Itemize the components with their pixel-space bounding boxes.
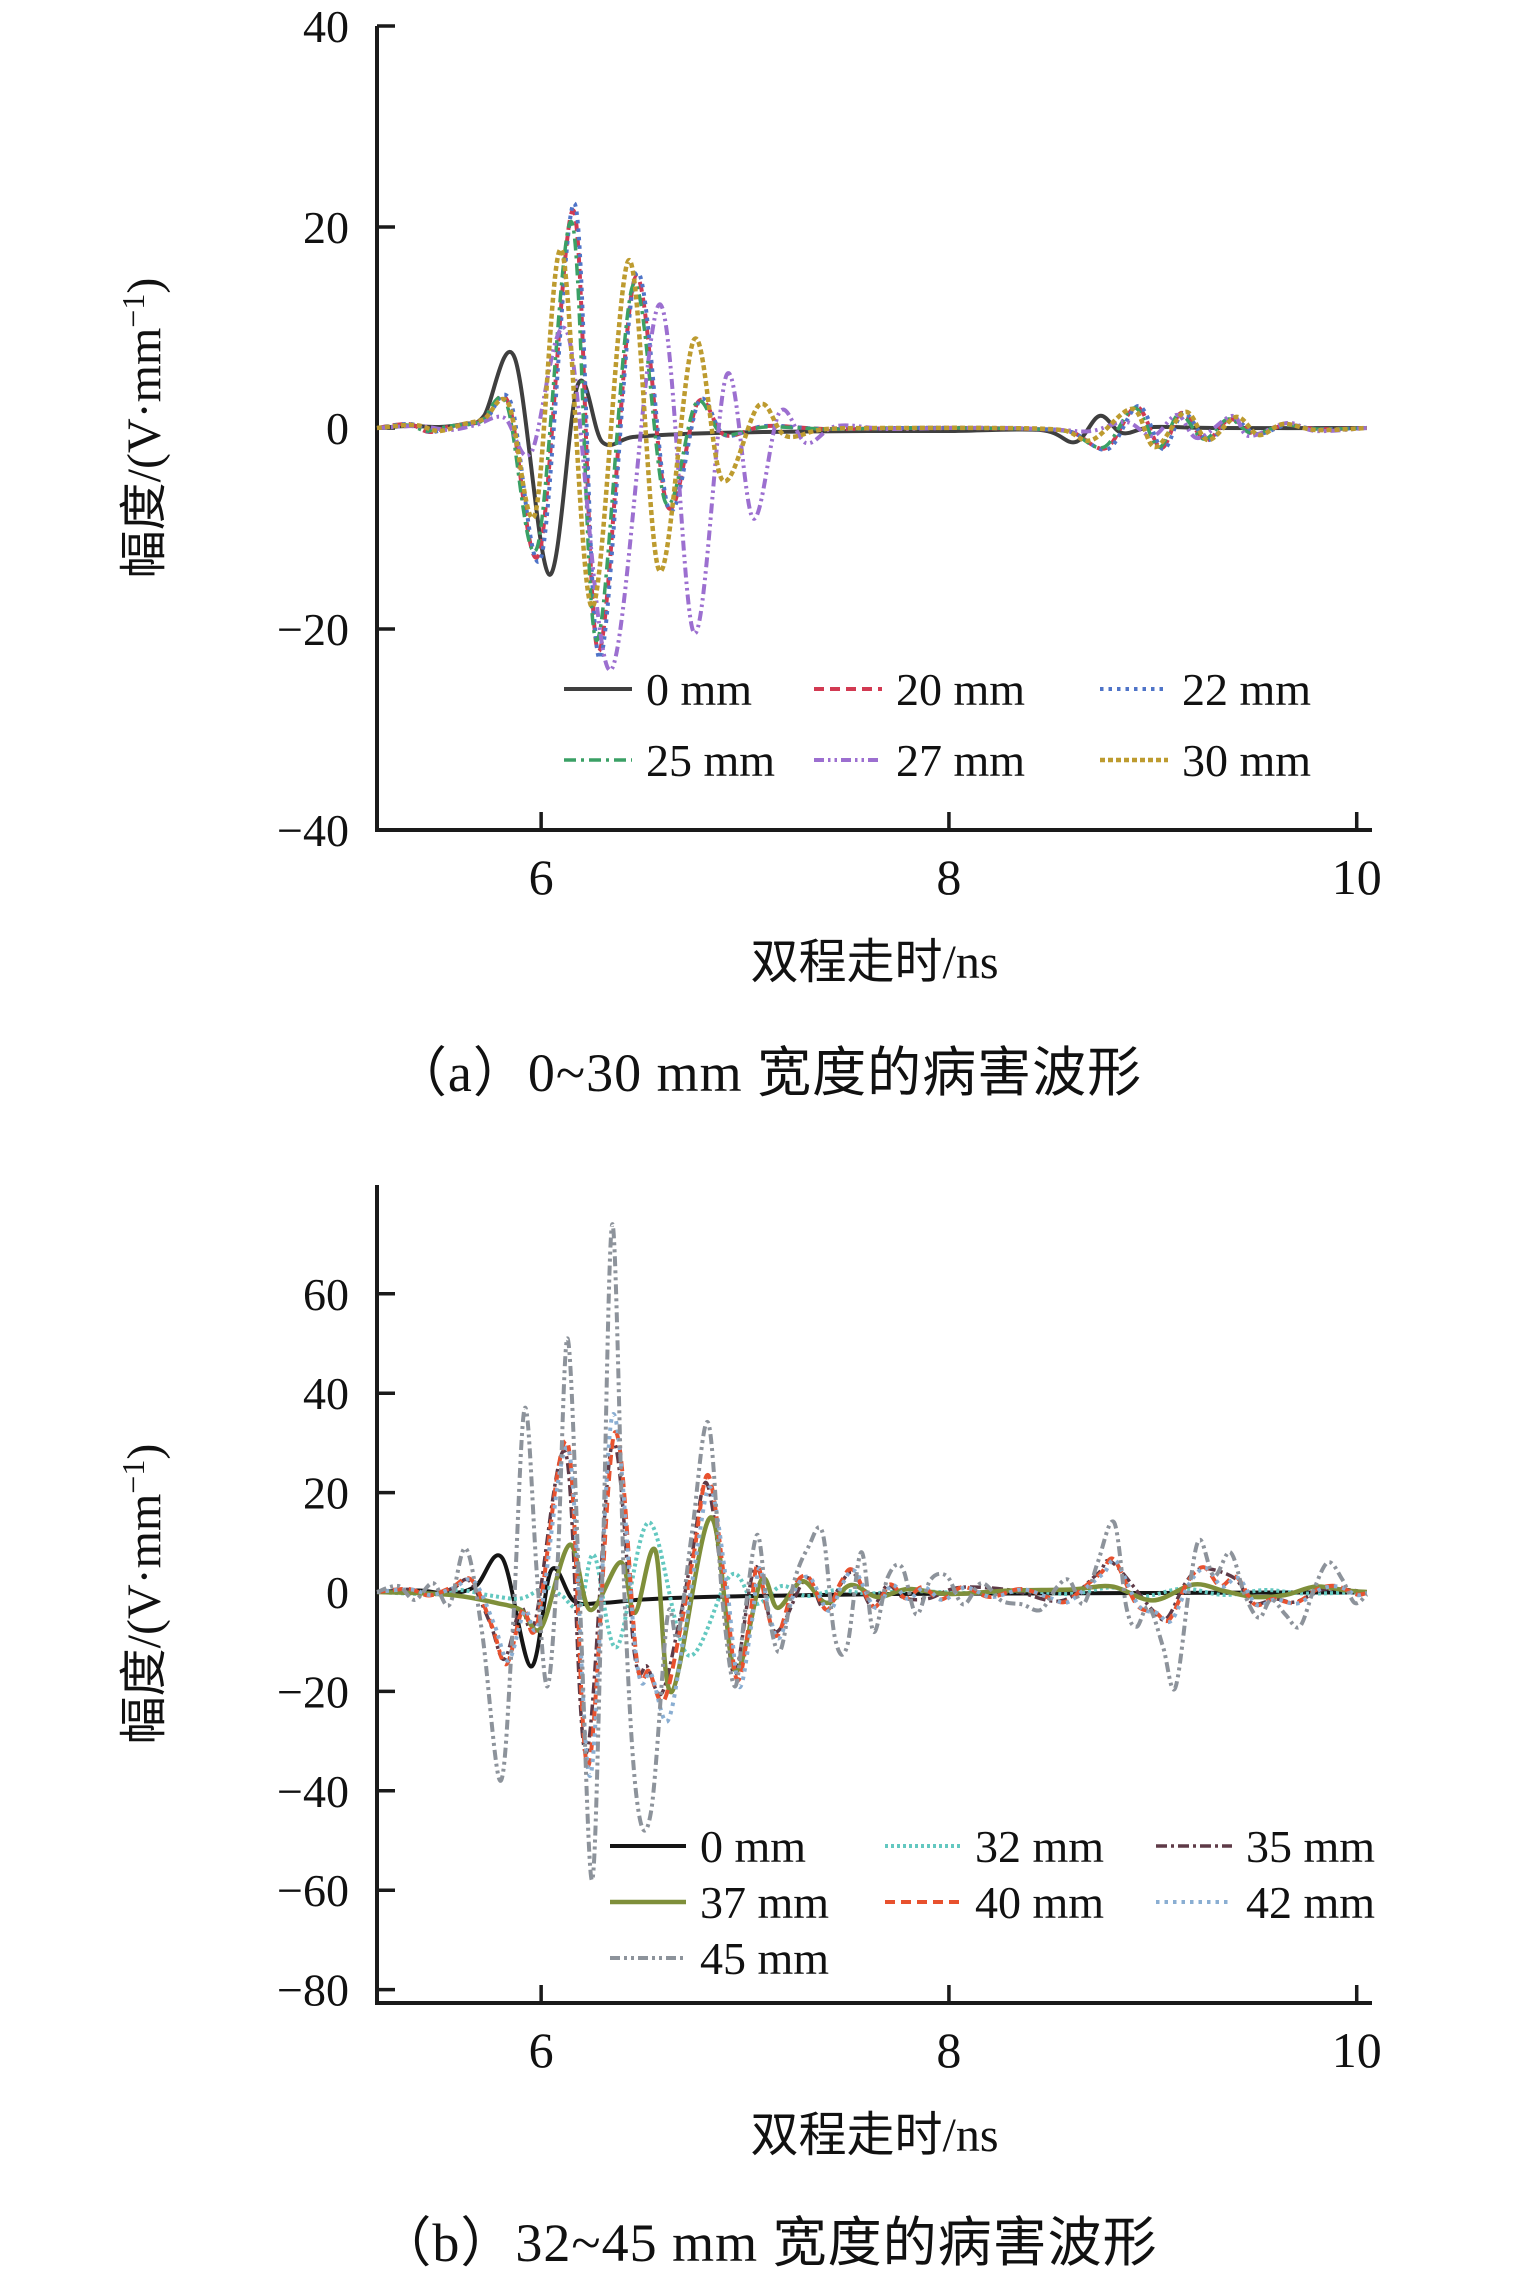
y-tick-label: 20 bbox=[303, 202, 349, 253]
x-axis-label: 双程走时/ns bbox=[750, 936, 998, 989]
legend-label-0-mm: 0 mm bbox=[700, 1821, 806, 1872]
y-tick-label: −80 bbox=[277, 1965, 349, 2016]
x-tick-label: 6 bbox=[529, 849, 554, 905]
y-tick-label: −40 bbox=[277, 1766, 349, 1817]
y-tick-label: 20 bbox=[303, 1468, 349, 1519]
legend-label-0-mm: 0 mm bbox=[646, 664, 752, 715]
y-tick-label: 60 bbox=[303, 1269, 349, 1320]
y-axis-label: 幅度/(V·mm−1) bbox=[115, 1444, 171, 1745]
series-40-mm bbox=[376, 1430, 1368, 1769]
y-tick-label: −60 bbox=[277, 1865, 349, 1916]
legend-label-30-mm: 30 mm bbox=[1182, 735, 1311, 786]
legend-label-45-mm: 45 mm bbox=[700, 1933, 829, 1984]
series-45-mm bbox=[376, 1222, 1369, 1883]
series-27-mm bbox=[376, 302, 1368, 673]
x-axis-label: 双程走时/ns bbox=[750, 2109, 998, 2162]
waveform-chart-a: 40 20 0 −20 −40 6 8 10 双程走时/ns 幅度/(V·mm−1) 0 mm 20 … bbox=[115, 1, 1382, 989]
caption-b: （b）32~45 mm 宽度的病害波形 bbox=[377, 2213, 1158, 2273]
legend-label-40-mm: 40 mm bbox=[975, 1877, 1104, 1928]
legend-label-42-mm: 42 mm bbox=[1246, 1877, 1375, 1928]
series-0-mm bbox=[376, 350, 1367, 577]
y-tick-label: −20 bbox=[277, 604, 349, 655]
x-tick-label: 8 bbox=[936, 2022, 961, 2078]
series-30-mm bbox=[376, 247, 1367, 610]
y-tick-label: −20 bbox=[277, 1666, 349, 1717]
y-tick-label: −40 bbox=[277, 805, 349, 856]
y-tick-label: 0 bbox=[326, 1567, 349, 1618]
series-35-mm bbox=[376, 1440, 1368, 1756]
legend-label-35-mm: 35 mm bbox=[1246, 1821, 1375, 1872]
legend-label-27-mm: 27 mm bbox=[896, 735, 1025, 786]
legend-label-37-mm: 37 mm bbox=[700, 1877, 829, 1928]
waveform-chart-b: 60 40 20 0 −20 −40 −60 −80 6 8 10 双程走时/ns 幅度/(V·mm−1… bbox=[115, 1185, 1382, 2162]
legend-label-32-mm: 32 mm bbox=[975, 1821, 1104, 1872]
series-37-mm bbox=[376, 1515, 1368, 1695]
y-tick-label: 0 bbox=[326, 403, 349, 454]
legend-label-25-mm: 25 mm bbox=[646, 735, 775, 786]
x-tick-label: 6 bbox=[529, 2022, 554, 2078]
y-tick-label: 40 bbox=[303, 1368, 349, 1419]
caption-a: （a）0~30 mm 宽度的病害波形 bbox=[392, 1043, 1143, 1103]
y-axis-label: 幅度/(V·mm−1) bbox=[115, 278, 171, 579]
x-tick-label: 8 bbox=[936, 849, 961, 905]
legend-label-20-mm: 20 mm bbox=[896, 664, 1025, 715]
y-tick-label: 40 bbox=[303, 1, 349, 52]
axes-spine bbox=[375, 1185, 1372, 2005]
x-tick-label: 10 bbox=[1332, 849, 1382, 905]
x-tick-label: 10 bbox=[1332, 2022, 1382, 2078]
legend-label-22-mm: 22 mm bbox=[1182, 664, 1311, 715]
series-25-mm bbox=[376, 220, 1365, 642]
